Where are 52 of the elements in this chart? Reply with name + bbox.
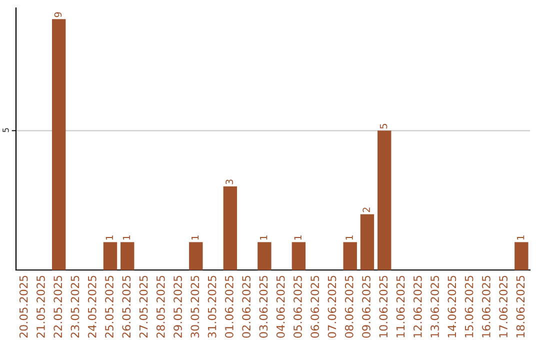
x-tick-label: 27.05.2025 — [139, 276, 148, 338]
data-label: 1 — [122, 235, 130, 240]
x-tick-label: 31.05.2025 — [208, 276, 216, 338]
x-tick-label: 03.06.2025 — [259, 276, 268, 338]
bar — [292, 242, 306, 270]
bar — [223, 186, 238, 270]
x-tick-label: 26.05.2025 — [122, 276, 131, 338]
x-tick-label: 06.06.2025 — [310, 276, 320, 338]
x-tick-label: 04.06.2025 — [276, 276, 285, 338]
bar — [103, 242, 118, 270]
x-tick-label: 08.06.2025 — [344, 276, 354, 338]
x-tick-label: 20.05.2025 — [19, 276, 28, 338]
data-label: 3 — [226, 180, 233, 184]
data-label: 1 — [517, 235, 524, 240]
x-tick-label: 25.05.2025 — [105, 276, 114, 338]
x-tick-label: 21.05.2025 — [36, 276, 45, 338]
x-tick-label: 01.06.2025 — [224, 276, 234, 338]
bar — [343, 242, 357, 270]
x-tick-label: 07.06.2025 — [328, 276, 336, 338]
x-tick-label: 18.06.2025 — [516, 276, 525, 338]
x-tick-label: 02.06.2025 — [242, 276, 251, 338]
x-tick-label: 17.06.2025 — [499, 276, 508, 338]
x-tick-label: 29.05.2025 — [174, 276, 182, 338]
data-label: 5 — [380, 124, 388, 128]
bar — [360, 214, 374, 270]
x-tick-label: 12.06.2025 — [413, 276, 422, 338]
bar — [378, 130, 392, 270]
x-tick-label: 24.05.2025 — [88, 276, 96, 338]
x-tick-label: 28.05.2025 — [156, 276, 165, 338]
x-tick-label: 15.06.2025 — [464, 276, 474, 338]
data-label: 1 — [106, 235, 113, 240]
x-tick-label: 14.06.2025 — [448, 276, 456, 338]
bar — [514, 242, 528, 270]
data-label: 1 — [191, 235, 199, 240]
data-label: 1 — [294, 235, 302, 240]
x-tick-label: 22.05.2025 — [54, 276, 62, 338]
x-tick-label: 11.06.2025 — [396, 276, 405, 338]
bar — [258, 242, 272, 270]
data-label: 2 — [362, 208, 370, 212]
bar — [189, 242, 203, 270]
bar — [52, 19, 66, 270]
data-label: 1 — [260, 235, 268, 240]
x-tick-label: 23.05.2025 — [70, 276, 80, 338]
x-tick-label: 30.05.2025 — [190, 276, 200, 338]
data-label: 9 — [54, 12, 62, 18]
x-tick-label: 05.06.2025 — [294, 276, 302, 338]
x-tick-label: 16.06.2025 — [482, 276, 490, 338]
x-tick-label: 09.06.2025 — [362, 276, 370, 338]
data-label: 1 — [346, 235, 353, 240]
bar — [120, 242, 134, 270]
x-tick-label: 10.06.2025 — [379, 276, 388, 338]
x-tick-label: 13.06.2025 — [430, 276, 439, 338]
